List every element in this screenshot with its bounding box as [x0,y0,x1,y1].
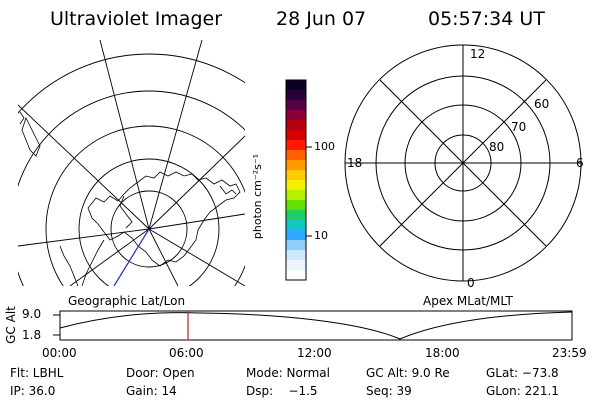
timeline-panel [53,310,573,341]
dsp-info: Dsp: −1.5 [246,384,318,398]
colorbar-segment [286,140,306,151]
colorbar-segment [286,130,306,141]
mode-info: Mode: Normal [246,366,330,380]
seq-info: Seq: 39 [366,384,412,398]
mlt-label-12: 12 [470,47,486,61]
mlt-label-0: 0 [467,276,475,290]
colorbar-segment [286,230,306,241]
colorbar-segment [286,260,306,271]
geographic-label: Geographic Lat/Lon [68,294,186,308]
mlt-label-6: 6 [576,156,584,170]
xtick-0600: 06:00 [169,346,204,360]
glat-info: GLat: −73.8 [486,366,559,380]
colorbar-segment [286,190,306,201]
colorbar-segment [286,200,306,211]
mlat-label-60: 60 [534,97,550,111]
mlat-label-70: 70 [511,120,527,134]
xtick-0000: 00:00 [42,346,77,360]
colorbar-segment [286,210,306,221]
xtick-1200: 12:00 [297,346,332,360]
mlat-label-80: 80 [489,140,505,154]
xtick-1800: 18:00 [425,346,460,360]
colorbar-segment [286,110,306,121]
gc-alt-info: GC Alt: 9.0 Re [366,366,450,380]
gc-alt-axis-label: GC Alt [3,306,18,344]
colorbar [285,79,312,281]
xtick-2359: 23:59 [552,346,587,360]
ip-info: IP: 36.0 [10,384,56,398]
geographic-map [18,40,245,286]
mlt-label-18: 18 [347,156,363,170]
polar-plot [344,44,582,282]
colorbar-tick-10: 10 [314,229,328,242]
colorbar-segment [286,270,306,281]
colorbar-segment [286,170,306,181]
gain-info: Gain: 14 [126,384,177,398]
apex-label: Apex MLat/MLT [423,294,513,308]
colorbar-tick-100: 100 [314,140,335,153]
colorbar-segment [286,90,306,101]
date-label: 28 Jun 07 [276,8,367,30]
colorbar-segment [286,120,306,131]
colorbar-unit-label: photon cm⁻²s⁻¹ [251,153,265,240]
filter-info: Flt: LBHL [10,366,64,380]
time-label: 05:57:34 UT [428,8,545,30]
colorbar-segment [286,150,306,161]
colorbar-segment [286,250,306,261]
colorbar-segment [286,100,306,111]
glon-info: GLon: 221.1 [486,384,559,398]
ytick-1-8: 1.8 [22,328,42,342]
colorbar-segment [286,220,306,231]
colorbar-segment [286,160,306,171]
ytick-9: 9.0 [22,307,42,321]
door-info: Door: Open [126,366,195,380]
instrument-title: Ultraviolet Imager [50,8,223,30]
colorbar-segment [286,80,306,91]
colorbar-segment [286,180,306,191]
colorbar-segment [286,240,306,251]
